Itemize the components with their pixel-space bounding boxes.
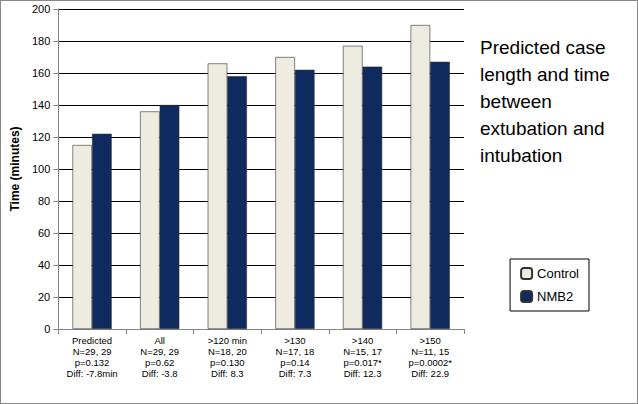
svg-text:Diff: 22.9: Diff: 22.9 — [411, 368, 449, 379]
svg-text:Diff: 12.3: Diff: 12.3 — [344, 368, 382, 379]
svg-text:p=0.0002*: p=0.0002* — [408, 357, 452, 368]
svg-text:N=11, 15: N=11, 15 — [411, 346, 449, 357]
svg-text:Control: Control — [537, 266, 579, 281]
svg-text:All: All — [154, 335, 165, 346]
svg-text:Diff: 7.3: Diff: 7.3 — [279, 368, 312, 379]
svg-text:Diff: 8.3: Diff: 8.3 — [211, 368, 244, 379]
svg-text:20: 20 — [38, 291, 50, 303]
svg-text:200: 200 — [32, 3, 50, 15]
svg-text:120: 120 — [32, 131, 50, 143]
svg-text:Diff: -3.8: Diff: -3.8 — [142, 368, 178, 379]
svg-text:p=0.017*: p=0.017* — [343, 357, 382, 368]
svg-text:180: 180 — [32, 35, 50, 47]
svg-text:p=0.130: p=0.130 — [210, 357, 245, 368]
svg-text:N=29, 29: N=29, 29 — [73, 346, 112, 357]
svg-text:100: 100 — [32, 163, 50, 175]
svg-text:0: 0 — [44, 323, 50, 335]
svg-text:60: 60 — [38, 227, 50, 239]
svg-text:>140: >140 — [352, 335, 373, 346]
svg-text:Predicted: Predicted — [72, 335, 112, 346]
svg-text:160: 160 — [32, 67, 50, 79]
svg-text:40: 40 — [38, 259, 50, 271]
svg-text:140: 140 — [32, 99, 50, 111]
svg-text:N=15, 17: N=15, 17 — [343, 346, 382, 357]
svg-text:Predicted case: Predicted case — [480, 37, 611, 58]
svg-text:p=0.14: p=0.14 — [280, 357, 309, 368]
svg-text:>120 min: >120 min — [208, 335, 247, 346]
svg-text:N=18, 20: N=18, 20 — [208, 346, 247, 357]
svg-text:p=0.62: p=0.62 — [145, 357, 174, 368]
svg-text:Time (minutes): Time (minutes) — [8, 126, 22, 211]
svg-text:>130: >130 — [284, 335, 305, 346]
svg-text:N=17, 18: N=17, 18 — [276, 346, 315, 357]
svg-text:extubation and: extubation and — [480, 118, 610, 139]
svg-text:80: 80 — [38, 195, 50, 207]
svg-text:>150: >150 — [419, 335, 440, 346]
svg-text:Diff: -7.8min: Diff: -7.8min — [67, 368, 118, 379]
svg-text:length and time: length and time — [480, 64, 615, 85]
svg-text:p=0.132: p=0.132 — [75, 357, 110, 368]
svg-text:between: between — [480, 91, 557, 112]
svg-text:NMB2: NMB2 — [537, 289, 573, 304]
svg-text:intubation: intubation — [480, 145, 562, 166]
svg-text:N=29, 29: N=29, 29 — [140, 346, 179, 357]
